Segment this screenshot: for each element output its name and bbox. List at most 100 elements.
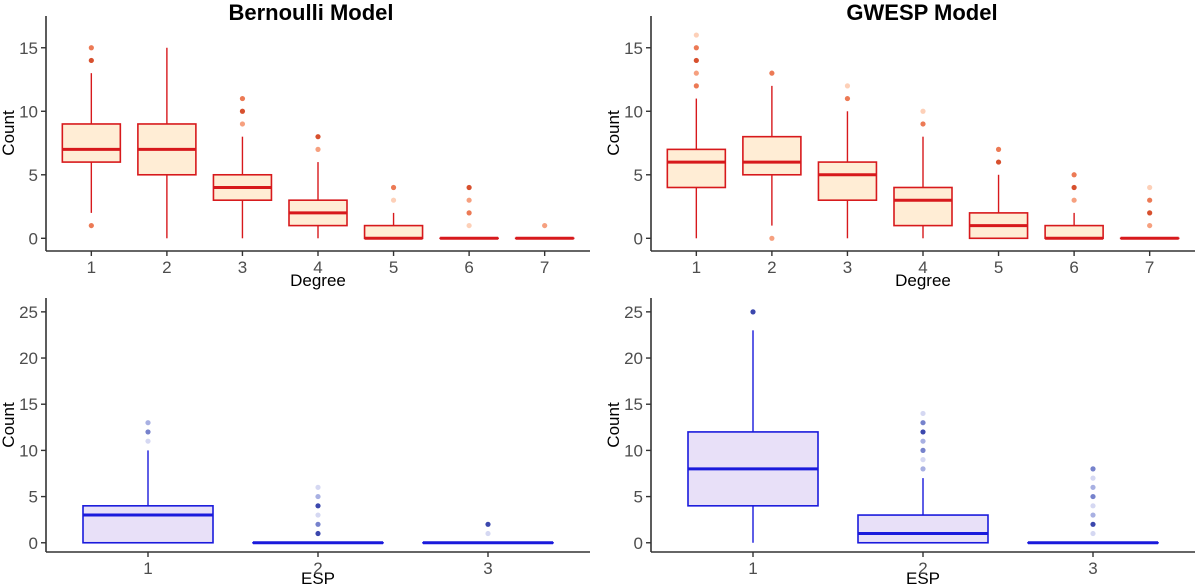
outlier-point — [1071, 172, 1077, 178]
iqr-box — [893, 186, 953, 227]
outlier-point — [920, 420, 926, 426]
panel-bernoulli-esp: ESP Count 0 5 10 15 20 25 1 2 3 — [0, 298, 590, 587]
box-category-7 — [1119, 184, 1180, 240]
plot-area — [687, 309, 1159, 545]
plot-area — [666, 32, 1180, 241]
outlier-point — [88, 222, 94, 229]
outlier-point — [315, 134, 321, 140]
outlier-point — [920, 410, 926, 417]
x-tick-label: 3 — [843, 258, 852, 277]
iqr-box — [742, 135, 802, 176]
y-axis-label: Count — [0, 110, 18, 156]
box-category-3 — [817, 83, 878, 239]
outlier-point — [1147, 222, 1153, 229]
outlier-point — [88, 45, 94, 51]
outlier-point — [466, 184, 472, 191]
outlier-point — [239, 121, 246, 127]
outlier-point — [920, 429, 926, 435]
outlier-point — [145, 429, 151, 435]
outlier-point — [485, 530, 491, 537]
outlier-point — [1147, 210, 1153, 216]
y-tick-label: 15 — [19, 395, 38, 414]
x-tick-label: 5 — [994, 258, 1003, 277]
outlier-point — [1147, 197, 1153, 203]
outlier-point — [390, 197, 397, 203]
outlier-point — [920, 108, 926, 114]
plot-area — [82, 420, 554, 545]
outlier-point — [466, 222, 472, 229]
outlier-point — [315, 521, 321, 527]
outlier-point — [920, 438, 926, 444]
x-axis-label: Degree — [895, 271, 951, 290]
outlier-point — [485, 521, 491, 527]
x-tick-label: 7 — [1145, 258, 1154, 277]
x-tick-label: 7 — [540, 258, 549, 277]
x-tick-label: 6 — [464, 258, 473, 277]
outlier-point — [995, 146, 1002, 152]
outlier-point — [315, 146, 321, 152]
iqr-box — [363, 224, 424, 240]
box-category-2 — [857, 410, 989, 544]
outlier-point — [750, 309, 756, 315]
box-category-1 — [666, 32, 727, 239]
x-tick-label: 2 — [313, 559, 322, 578]
outlier-point — [466, 210, 472, 216]
box-category-1 — [82, 420, 214, 544]
box-category-6 — [439, 184, 499, 240]
outlier-point — [88, 57, 94, 64]
outlier-point — [1090, 512, 1096, 518]
outlier-point — [920, 457, 926, 463]
outlier-point — [145, 438, 151, 444]
outlier-point — [145, 420, 151, 426]
outlier-point — [693, 45, 699, 51]
box-category-1 — [687, 309, 819, 543]
y-tick-label: 15 — [624, 395, 643, 414]
y-tick-label: 0 — [29, 534, 38, 553]
x-tick-label: 1 — [692, 258, 701, 277]
outlier-point — [693, 70, 699, 76]
box-category-3 — [1027, 466, 1159, 545]
x-axis-label: ESP — [906, 569, 940, 587]
x-tick-label: 1 — [748, 559, 757, 578]
outlier-point — [920, 121, 926, 127]
plot-area — [61, 45, 575, 240]
outlier-point — [693, 57, 699, 64]
iqr-box — [666, 148, 727, 189]
box-category-7 — [514, 222, 575, 240]
box-category-1 — [61, 45, 122, 229]
y-axis-label: Count — [0, 402, 18, 448]
outlier-point — [1090, 503, 1096, 509]
outlier-point — [769, 70, 775, 76]
outlier-point — [920, 466, 926, 472]
y-tick-label: 5 — [634, 488, 643, 507]
outlier-point — [466, 197, 472, 203]
x-tick-label: 6 — [1069, 258, 1078, 277]
y-tick-label: 0 — [634, 534, 643, 553]
iqr-box — [857, 514, 989, 544]
box-category-3 — [212, 95, 273, 239]
outlier-point — [239, 108, 246, 114]
outlier-point — [239, 95, 246, 102]
outlier-point — [315, 484, 321, 490]
y-tick-label: 5 — [634, 166, 643, 185]
panel-title: Bernoulli Model — [229, 0, 394, 25]
iqr-box — [61, 123, 122, 163]
outlier-point — [315, 493, 321, 500]
outlier-point — [315, 530, 321, 537]
outlier-point — [1147, 184, 1153, 191]
y-tick-label: 15 — [624, 39, 643, 58]
box-category-3 — [422, 521, 554, 545]
box-category-5 — [363, 184, 424, 240]
y-tick-label: 20 — [624, 349, 643, 368]
outlier-point — [1090, 493, 1096, 500]
box-category-2 — [742, 70, 802, 241]
outlier-point — [1090, 484, 1096, 490]
outlier-point — [1090, 475, 1096, 481]
y-tick-label: 0 — [634, 229, 643, 248]
y-tick-label: 10 — [19, 441, 38, 460]
outlier-point — [693, 32, 699, 38]
panel-title: GWESP Model — [846, 0, 997, 25]
y-tick-label: 10 — [624, 102, 643, 121]
x-tick-label: 3 — [1088, 559, 1097, 578]
